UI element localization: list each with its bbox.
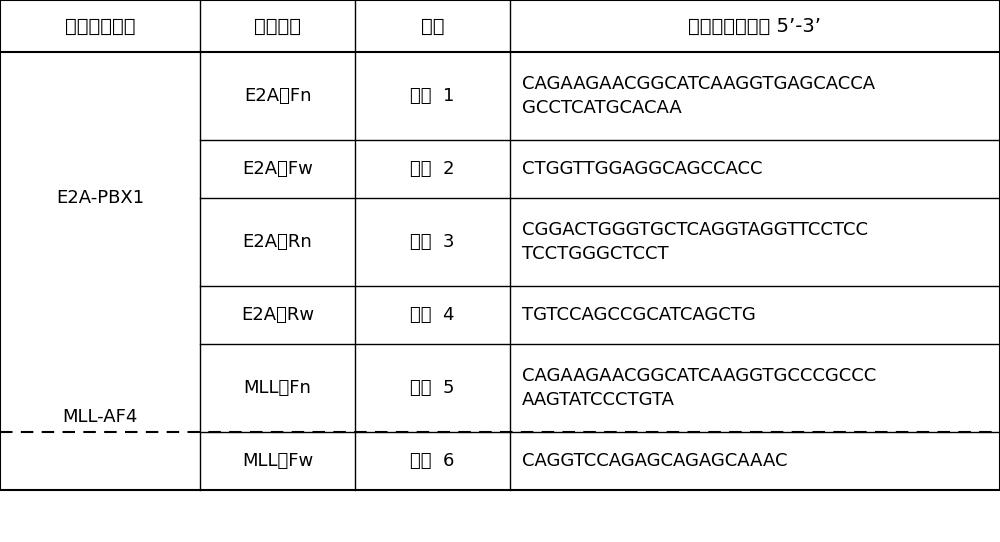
Text: 编号: 编号 [421, 16, 444, 35]
Text: 序列  3: 序列 3 [410, 233, 455, 251]
Text: MLL－Fn: MLL－Fn [244, 379, 311, 397]
Text: CAGAAGAACGGCATCAAGGTGAGCACCA: CAGAAGAACGGCATCAAGGTGAGCACCA [522, 75, 875, 93]
Text: E2A－Fn: E2A－Fn [244, 87, 311, 105]
Text: CTGGTTGGAGGCAGCCACC: CTGGTTGGAGGCAGCCACC [522, 160, 763, 178]
Text: 目的基因名称: 目的基因名称 [65, 16, 135, 35]
Text: 引物核苷酸序列 5’-3’: 引物核苷酸序列 5’-3’ [688, 16, 822, 35]
Text: AAGTATCCCTGTA: AAGTATCCCTGTA [522, 391, 675, 409]
Text: MLL-AF4: MLL-AF4 [62, 408, 138, 426]
Text: E2A－Fw: E2A－Fw [242, 160, 313, 178]
Text: 引物名称: 引物名称 [254, 16, 301, 35]
Text: E2A-PBX1: E2A-PBX1 [56, 189, 144, 207]
Text: E2A－Rn: E2A－Rn [243, 233, 312, 251]
Text: E2A－Rw: E2A－Rw [241, 306, 314, 324]
Text: CGGACTGGGTGCTCAGGTAGGTTCCTCC: CGGACTGGGTGCTCAGGTAGGTTCCTCC [522, 221, 868, 238]
Text: 序列  2: 序列 2 [410, 160, 455, 178]
Text: GCCTCATGCACAA: GCCTCATGCACAA [522, 99, 682, 117]
Text: TGTCCAGCCGCATCAGCTG: TGTCCAGCCGCATCAGCTG [522, 306, 756, 324]
Text: CAGGTCCAGAGCAGAGCAAAC: CAGGTCCAGAGCAGAGCAAAC [522, 452, 788, 470]
Text: CAGAAGAACGGCATCAAGGTGCCCGCCC: CAGAAGAACGGCATCAAGGTGCCCGCCC [522, 367, 876, 385]
Text: TCCTGGGCTCCT: TCCTGGGCTCCT [522, 246, 669, 263]
Text: 序列  1: 序列 1 [410, 87, 455, 105]
Text: MLL－Fw: MLL－Fw [242, 452, 313, 470]
Text: 序列  6: 序列 6 [410, 452, 455, 470]
Text: 序列  4: 序列 4 [410, 306, 455, 324]
Text: 序列  5: 序列 5 [410, 379, 455, 397]
